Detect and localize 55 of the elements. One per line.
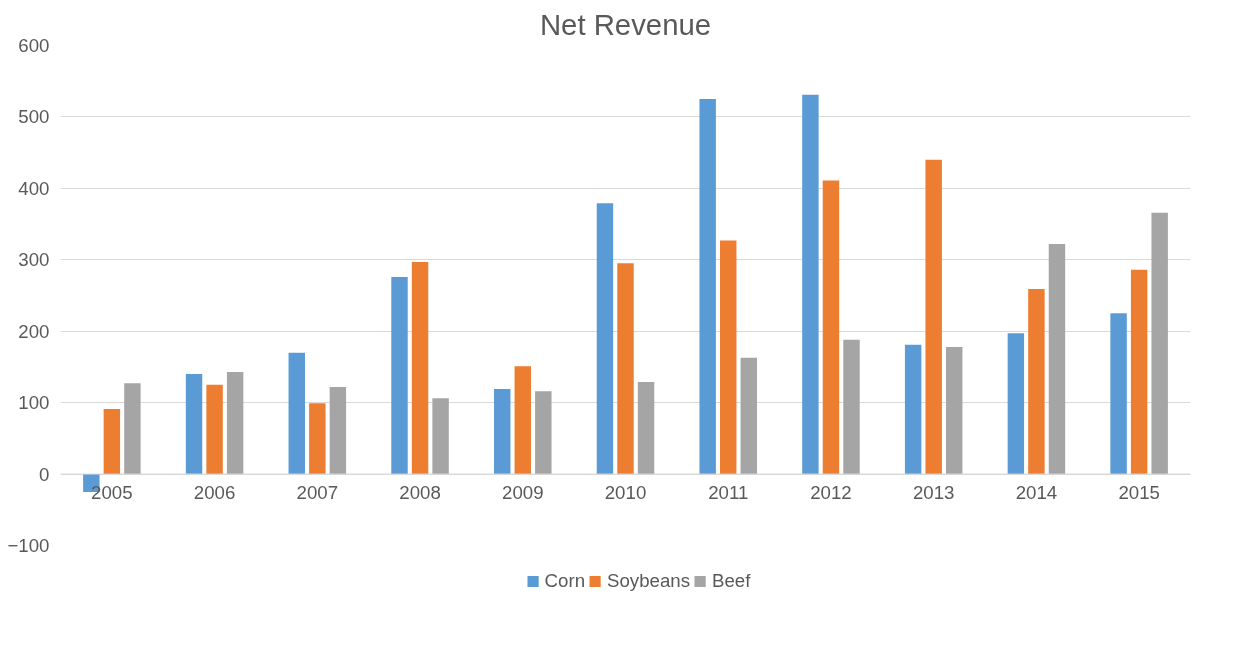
x-tick-label: 2014: [1015, 482, 1058, 504]
y-tick-label: −100: [7, 535, 50, 556]
x-tick-label: 2012: [810, 482, 852, 504]
chart-title: Net Revenue: [539, 7, 712, 41]
bar: [617, 263, 634, 475]
bar: [329, 386, 347, 475]
bar: [185, 374, 203, 475]
y-tick-label: 200: [18, 320, 50, 342]
bar: [124, 383, 141, 475]
bar: [411, 261, 429, 475]
y-tick-label: 100: [18, 392, 50, 414]
bar: [822, 180, 840, 475]
bar: [1110, 313, 1127, 475]
bar: [720, 240, 737, 475]
bar: [432, 398, 449, 475]
x-tick-label: 2006: [193, 482, 236, 504]
bar: [946, 346, 963, 475]
y-tick-label: 300: [18, 249, 50, 271]
bar: [699, 99, 716, 475]
x-tick-label: 2015: [1118, 482, 1160, 504]
x-tick-label: 2010: [604, 482, 647, 504]
y-tick-label: 600: [18, 35, 50, 56]
x-tick-label: 2009: [502, 482, 544, 504]
bar: [596, 203, 614, 475]
x-tick-label: 2011: [708, 482, 749, 504]
x-tick-label: 2007: [296, 482, 339, 504]
bar: [535, 391, 552, 475]
bar: [514, 366, 531, 475]
bar: [226, 371, 244, 475]
bar: [206, 384, 223, 475]
bar: [1028, 289, 1045, 475]
bar: [309, 403, 326, 475]
bar: [904, 344, 922, 475]
bar: [494, 389, 511, 475]
bar: [802, 94, 819, 475]
legend-label: Corn: [544, 569, 586, 592]
bar: [288, 352, 305, 475]
bar: [843, 339, 860, 475]
bar: [1007, 333, 1025, 475]
legend-label: Soybeans: [607, 569, 690, 592]
x-tick-label: 2013: [912, 482, 955, 504]
y-tick-label: 0: [39, 463, 50, 485]
x-tick-label: 2008: [399, 482, 441, 504]
bar: [1130, 269, 1148, 475]
bar: [740, 357, 757, 475]
bar: [1151, 212, 1168, 475]
legend-label: Beef: [712, 569, 751, 592]
x-tick-label: 2005: [91, 482, 133, 504]
bar: [925, 159, 942, 475]
bar: [103, 409, 121, 475]
bar: [1048, 244, 1066, 475]
y-tick-label: 500: [18, 106, 50, 128]
bar: [637, 381, 655, 475]
bar: [391, 276, 408, 475]
y-tick-label: 400: [18, 177, 50, 199]
